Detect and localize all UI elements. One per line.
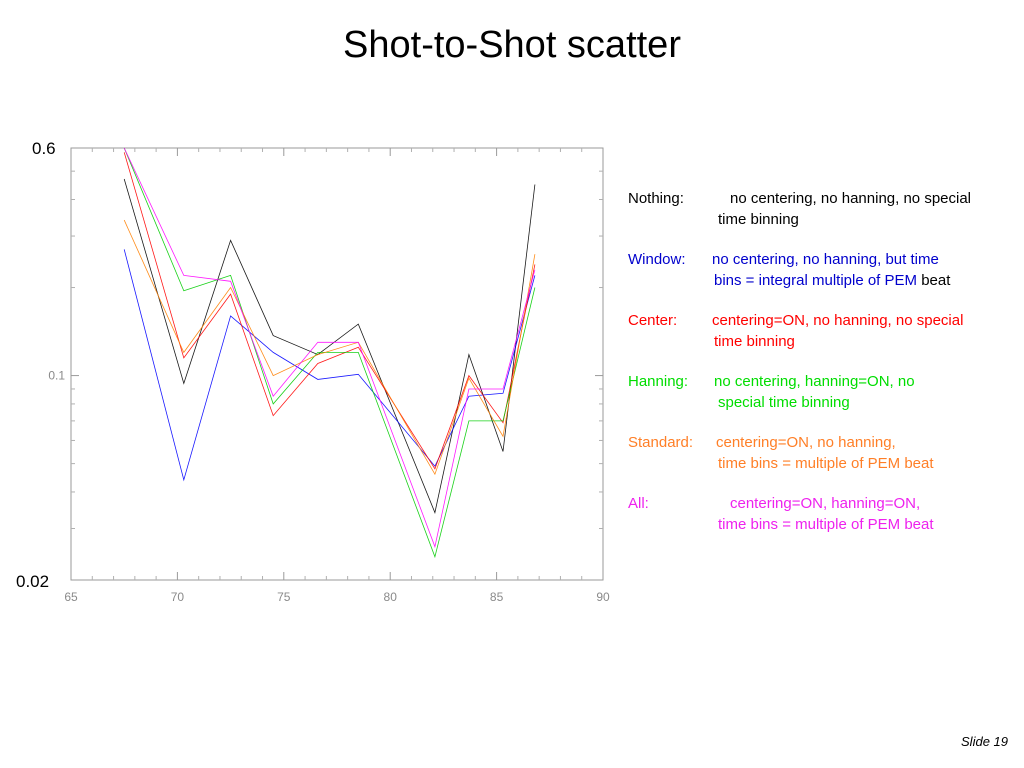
x-tick-label: 80	[384, 590, 398, 604]
x-tick-label: 75	[277, 590, 291, 604]
series-line-center	[123, 152, 536, 470]
plot-frame	[70, 147, 604, 581]
series-line-nothing	[123, 178, 536, 514]
legend-description-tail: beat	[921, 271, 951, 289]
legend-description: centering=ON, hanning=ON,	[730, 495, 921, 512]
legend-entry-window: Window: no centering, no hanning, but ti…	[628, 250, 1018, 291]
legend-description: centering=ON, no hanning,	[716, 434, 896, 451]
legend-description: time binning	[714, 332, 795, 350]
legend-entry-center: Center: centering=ON, no hanning, no spe…	[628, 311, 1018, 352]
y-tick-label-middle: 0.1	[48, 369, 65, 383]
legend-description: time binning	[718, 210, 799, 228]
legend-description: time bins = multiple of PEM beat	[718, 454, 934, 472]
x-tick-label: 65	[64, 590, 78, 604]
slide-number: Slide 19	[961, 734, 1008, 749]
line-chart: 65 70 75 80 85 90 0.1	[48, 147, 610, 604]
x-tick-label: 70	[171, 590, 185, 604]
legend-description: no centering, no hanning, but time	[712, 251, 939, 268]
legend: Nothing: no centering, no hanning, no sp…	[628, 189, 1018, 555]
legend-description: centering=ON, no hanning, no special	[712, 312, 964, 329]
legend-label: Standard:	[628, 434, 694, 451]
series-line-hanning	[123, 147, 536, 559]
legend-label: Center:	[628, 312, 678, 329]
legend-description: time bins = multiple of PEM beat	[718, 515, 934, 533]
legend-entry-hanning: Hanning: no centering, hanning=ON, no sp…	[628, 372, 1018, 413]
legend-label: Hanning:	[628, 373, 689, 390]
series-line-standard	[123, 219, 536, 476]
slide-title: Shot-to-Shot scatter	[343, 24, 681, 66]
legend-label: Window:	[628, 251, 686, 268]
x-tick-label: 90	[596, 590, 610, 604]
legend-description: no centering, no hanning, no special	[730, 190, 972, 207]
series-line-window	[123, 249, 536, 482]
legend-entry-standard: Standard: centering=ON, no hanning, time…	[628, 433, 1018, 474]
series-line-all	[123, 147, 536, 549]
x-tick-label: 85	[490, 590, 504, 604]
legend-description: bins = integral multiple of PEM	[714, 271, 918, 289]
legend-description: special time binning	[718, 393, 850, 411]
legend-entry-nothing: Nothing: no centering, no hanning, no sp…	[628, 189, 1018, 230]
legend-entry-all: All: centering=ON, hanning=ON, time bins…	[628, 494, 1018, 535]
legend-description: no centering, hanning=ON, no	[714, 373, 915, 390]
legend-label: Nothing:	[628, 190, 684, 207]
y-tick-label-top: 0.6	[32, 139, 56, 158]
y-tick-label-bottom: 0.02	[16, 572, 50, 591]
legend-label: All:	[628, 495, 649, 512]
